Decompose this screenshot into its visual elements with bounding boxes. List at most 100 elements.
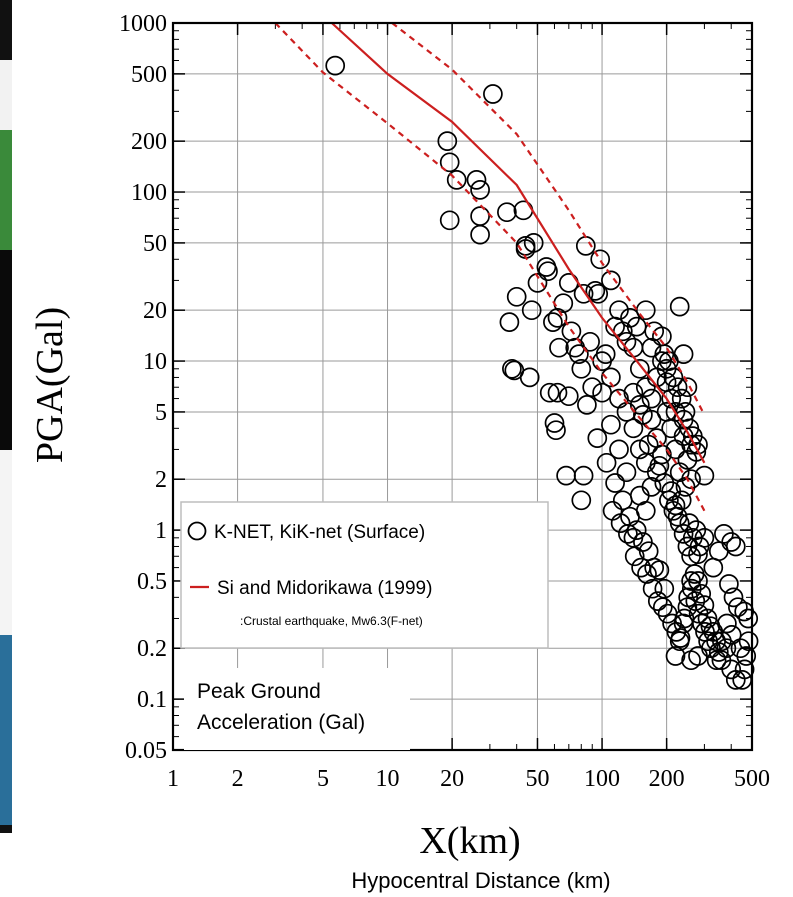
- data-point: [470, 180, 490, 200]
- legend: K-NET, KiK-net (Surface) Si and Midorika…: [180, 501, 549, 649]
- data-point: [437, 131, 458, 151]
- data-point: [673, 524, 694, 544]
- y-tick-label: 1000: [119, 11, 167, 37]
- x-tick-label: 5: [317, 766, 329, 792]
- data-point: [618, 524, 638, 544]
- data-point: [470, 224, 490, 245]
- x-tick-label: 500: [734, 766, 770, 792]
- data-point: [588, 283, 609, 304]
- x-tick-label: 50: [525, 766, 549, 792]
- data-point: [694, 465, 715, 486]
- data-point: [649, 560, 670, 580]
- x-tick-label: 10: [376, 766, 400, 792]
- data-point: [577, 395, 597, 415]
- data-point: [686, 520, 707, 540]
- data-point: [592, 382, 612, 403]
- x-axis-title: X(km): [419, 820, 520, 862]
- data-point: [596, 452, 617, 473]
- y-tick-label: 100: [131, 180, 167, 206]
- data-point: [689, 536, 710, 557]
- y-tick-label: 50: [143, 231, 167, 257]
- data-point: [708, 541, 729, 562]
- data-point: [633, 405, 653, 425]
- data-point: [667, 377, 688, 398]
- data-point: [623, 418, 644, 439]
- legend-box: [180, 501, 549, 649]
- data-point: [502, 358, 522, 379]
- data-point: [547, 382, 568, 403]
- legend-item-model: Si and Midorikawa (1999): [217, 578, 432, 599]
- data-point: [677, 377, 698, 398]
- annotation-box: [184, 668, 410, 750]
- data-point: [527, 273, 548, 293]
- y-tick-label: 200: [131, 129, 167, 155]
- data-point: [610, 513, 631, 533]
- data-point: [521, 300, 542, 321]
- data-point: [573, 465, 594, 486]
- data-point: [546, 420, 566, 441]
- data-point: [649, 455, 670, 476]
- data-point: [547, 308, 568, 328]
- data-point: [701, 638, 721, 659]
- data-point: [657, 603, 678, 624]
- data-point: [582, 377, 603, 398]
- y-tick-label: 0.5: [137, 569, 167, 595]
- model-bound-dashed: [274, 22, 706, 512]
- x-tick-label: 200: [649, 766, 685, 792]
- data-point: [674, 608, 695, 629]
- data-point: [470, 206, 490, 226]
- data-point: [623, 382, 644, 403]
- data-point: [635, 300, 656, 321]
- data-point: [652, 597, 673, 618]
- data-point: [601, 270, 621, 291]
- data-point: [543, 312, 563, 332]
- data-point: [635, 377, 656, 398]
- data-point: [595, 344, 616, 364]
- legend-marker-circle: [187, 521, 207, 541]
- data-point: [439, 152, 460, 173]
- map-strip-fragment: [0, 0, 12, 833]
- data-point: [629, 358, 650, 379]
- data-point: [719, 574, 739, 594]
- data-point: [629, 395, 650, 415]
- data-point: [538, 261, 558, 282]
- data-point: [553, 293, 574, 314]
- y-tick-label: 0.1: [137, 687, 167, 713]
- data-point: [497, 202, 517, 223]
- y-tick-label: 2: [155, 467, 167, 493]
- annotation-line-2: Acceleration (Gal): [197, 711, 365, 734]
- x-axis-caption: Hypocentral Distance (km): [351, 868, 610, 893]
- data-point: [728, 597, 748, 618]
- data-point: [573, 283, 594, 304]
- data-point: [641, 477, 662, 497]
- data-point: [647, 591, 668, 611]
- data-point: [439, 210, 460, 231]
- x-axis-ticks: 1 2 5 10 20 50 100 200 500: [167, 23, 770, 792]
- data-point: [637, 564, 657, 584]
- data-point: [692, 613, 712, 634]
- data-point: [483, 84, 503, 104]
- data-point: [539, 382, 560, 403]
- data-point: [602, 500, 623, 521]
- data-point: [679, 513, 700, 533]
- data-point: [703, 557, 724, 578]
- data-point: [688, 603, 709, 624]
- data-point: [590, 249, 611, 270]
- data-point: [656, 372, 677, 393]
- data-point: [624, 546, 645, 567]
- data-point: [721, 659, 742, 680]
- data-point: [734, 601, 755, 622]
- data-point: [682, 426, 703, 446]
- data-point: [681, 571, 701, 591]
- data-point: [549, 337, 569, 358]
- data-point: [605, 473, 625, 493]
- y-tick-label: 0.2: [137, 636, 167, 662]
- data-point: [612, 490, 633, 511]
- data-point: [671, 388, 692, 409]
- data-point: [671, 490, 692, 511]
- data-point: [717, 613, 737, 634]
- data-point: [665, 646, 686, 666]
- data-point: [506, 286, 527, 307]
- y-tick-label: 10: [143, 349, 167, 375]
